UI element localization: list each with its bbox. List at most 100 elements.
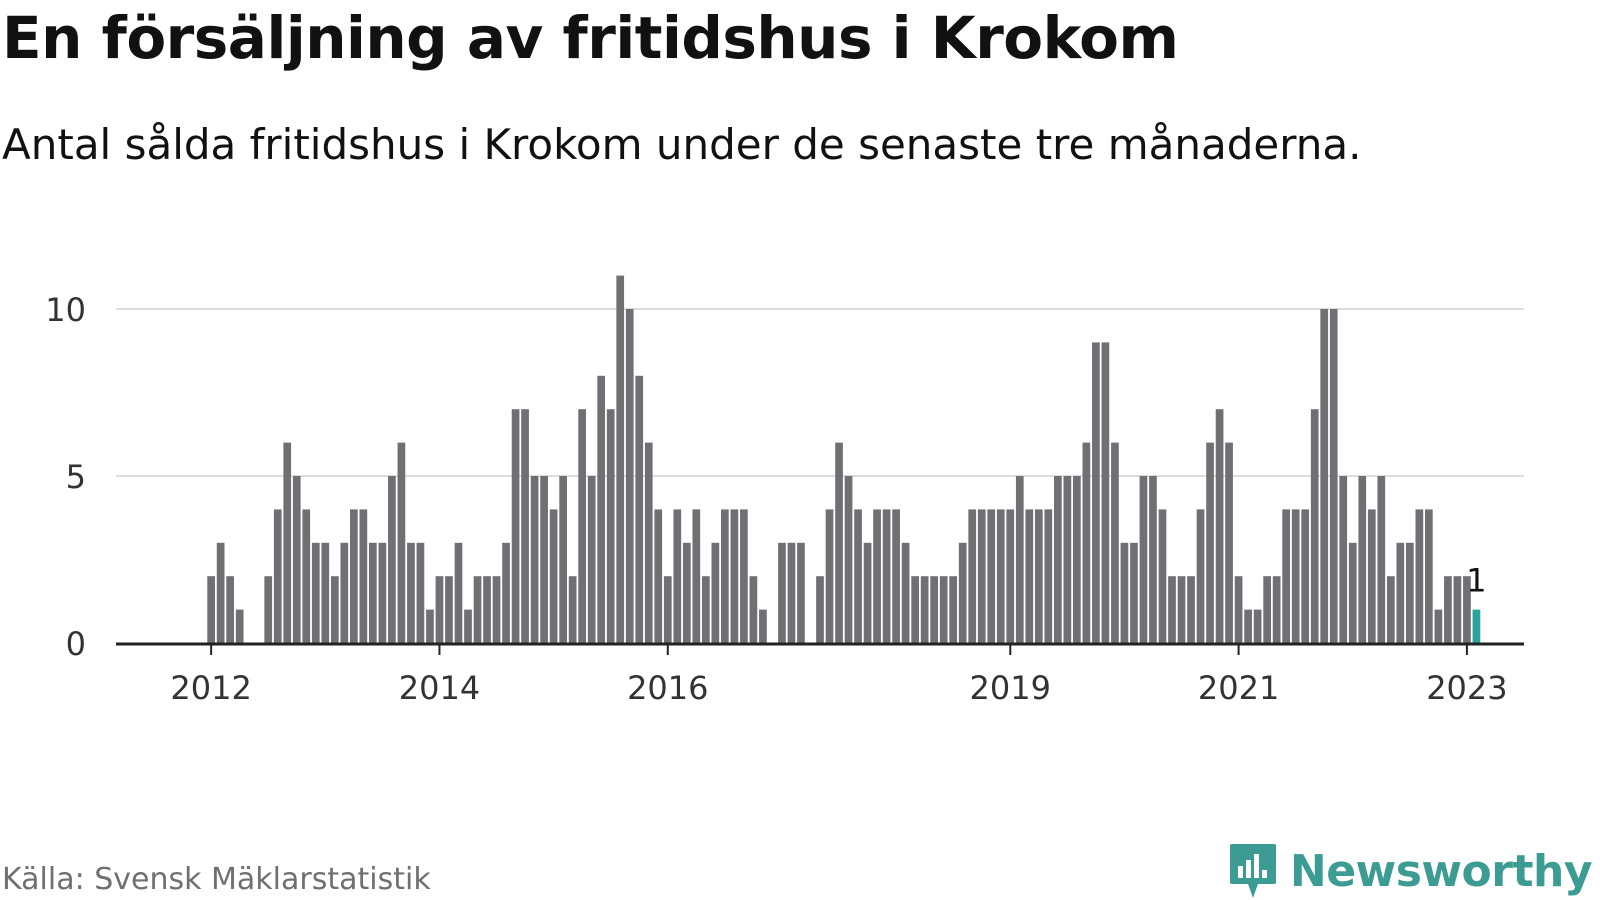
bar-chart: 0 5 10 2012 2014 2016 2019 2021 2023 1 xyxy=(45,275,1524,707)
bar xyxy=(302,509,311,643)
bar xyxy=(1425,509,1433,643)
bar xyxy=(625,309,634,643)
highlight-value-label: 1 xyxy=(1466,562,1486,600)
bar xyxy=(483,576,491,643)
bar xyxy=(445,576,453,643)
bar xyxy=(292,476,301,643)
y-tick-label: 5 xyxy=(66,458,86,496)
bar xyxy=(397,442,406,643)
bar xyxy=(1044,509,1053,643)
bar xyxy=(778,542,786,643)
bar xyxy=(359,509,368,643)
bar xyxy=(968,509,977,643)
bar xyxy=(1149,476,1157,643)
bar xyxy=(235,609,244,643)
bar xyxy=(340,542,349,643)
x-tick-label: 2014 xyxy=(399,669,480,707)
x-tick-label: 2023 xyxy=(1426,669,1507,707)
bar xyxy=(587,476,596,643)
x-tick-label: 2019 xyxy=(970,669,1051,707)
bar xyxy=(530,476,539,643)
bar xyxy=(863,542,872,643)
bar xyxy=(987,509,996,643)
bar xyxy=(1053,476,1062,643)
bar xyxy=(1139,476,1148,643)
bar xyxy=(1034,509,1043,643)
bar xyxy=(958,542,967,643)
chart-title: En försäljning av fritidshus i Krokom xyxy=(2,4,1179,72)
bar xyxy=(1310,409,1319,643)
bar xyxy=(1320,309,1329,643)
bar xyxy=(939,576,948,643)
bar xyxy=(264,576,273,643)
chart-subtitle: Antal sålda fritidshus i Krokom under de… xyxy=(2,120,1362,169)
bar xyxy=(283,442,292,643)
brand-name: Newsworthy xyxy=(1289,845,1593,897)
bar xyxy=(1244,609,1252,643)
bar xyxy=(930,576,939,643)
bar xyxy=(1187,576,1195,643)
bar-chart-speech-bubble-icon xyxy=(1229,844,1276,898)
brand-logo: Newsworthy xyxy=(1228,842,1593,900)
x-axis-ticks xyxy=(210,643,1468,655)
bar xyxy=(521,409,529,643)
bar xyxy=(816,576,824,643)
bar xyxy=(1386,576,1395,643)
bar xyxy=(1434,609,1443,643)
bar xyxy=(892,509,900,643)
x-tick-label: 2016 xyxy=(627,669,708,707)
bar xyxy=(1111,442,1119,643)
bar xyxy=(473,576,482,643)
bar xyxy=(749,576,758,643)
bar xyxy=(1073,476,1081,643)
bar-highlight xyxy=(1472,609,1481,643)
axis-labels: 0 5 10 2012 2014 2016 2019 2021 2023 1 xyxy=(45,291,1507,707)
bar xyxy=(1168,576,1176,643)
bar xyxy=(1291,509,1300,643)
bar xyxy=(1339,476,1348,643)
grid-lines xyxy=(116,308,1524,477)
bar xyxy=(606,409,615,643)
bar xyxy=(854,509,862,643)
bar xyxy=(1348,542,1357,643)
bar xyxy=(1329,309,1338,643)
bar xyxy=(1006,509,1015,643)
bar xyxy=(1234,576,1243,643)
bar xyxy=(1092,342,1100,643)
bar xyxy=(559,476,567,643)
bar xyxy=(1415,509,1424,643)
bar xyxy=(1177,576,1186,643)
bar xyxy=(996,509,1005,643)
bar xyxy=(273,509,282,643)
bar xyxy=(1282,509,1291,643)
bar xyxy=(787,542,796,643)
bar xyxy=(882,509,891,643)
bar xyxy=(825,509,834,643)
bar xyxy=(1444,576,1452,643)
bar xyxy=(549,509,558,643)
bar xyxy=(207,576,215,643)
bar xyxy=(1120,542,1129,643)
bar xyxy=(1263,576,1271,643)
bar xyxy=(721,509,729,643)
bar xyxy=(369,542,377,643)
bar xyxy=(1130,542,1138,643)
y-tick-label: 10 xyxy=(45,291,86,329)
bar xyxy=(1206,442,1214,643)
bar xyxy=(330,576,339,643)
bar xyxy=(873,509,881,643)
source-note: Källa: Svensk Mäklarstatistik xyxy=(2,862,431,897)
bar xyxy=(835,442,843,643)
bar xyxy=(1025,509,1034,643)
bar xyxy=(226,576,235,643)
bar xyxy=(1215,409,1224,643)
bar xyxy=(977,509,986,643)
bar xyxy=(1301,509,1310,643)
x-tick-label: 2021 xyxy=(1198,669,1279,707)
bar xyxy=(407,542,415,643)
bar xyxy=(1463,576,1471,643)
bar xyxy=(663,576,672,643)
bar xyxy=(1272,576,1281,643)
bar xyxy=(578,409,587,643)
bar xyxy=(1015,476,1024,643)
